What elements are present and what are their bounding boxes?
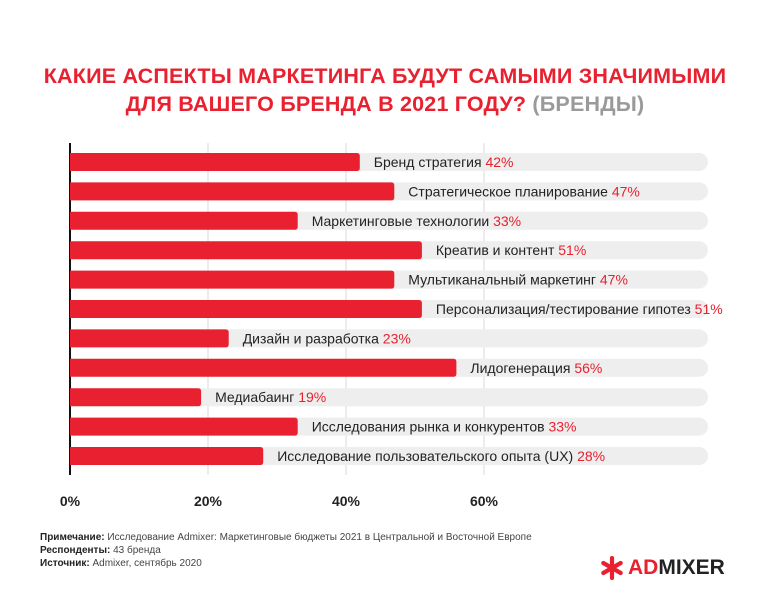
bar [70,358,457,377]
bar-value-label: 33% [548,419,576,435]
bar-track [70,388,708,407]
bar-label: Мультиканальный маркетинг 47% [408,272,628,288]
chart-title-main: ДЛЯ ВАШЕГО БРЕНДА В 2021 ГОДУ? [125,92,527,116]
bar-value-label: 23% [383,330,411,346]
bar-label: Бренд стратегия 42% [374,154,514,170]
bar-value-label: 47% [600,272,628,288]
bar [70,388,202,407]
note-source: Источник: Admixer, сентябрь 2020 [40,558,202,569]
bar-category-label: Бренд стратегия [374,154,486,170]
bar-category-label: Стратегическое планирование [408,183,612,199]
bar [70,241,422,260]
bar-label: Креатив и контент 51% [436,242,586,258]
bar-label: Дизайн и разработка 23% [243,330,411,346]
chart-title: КАКИЕ АСПЕКТЫ МАРКЕТИНГА БУДУТ САМЫМИ ЗН… [0,62,770,118]
bar [70,182,395,201]
bar-label: Стратегическое планирование 47% [408,183,640,199]
footnotes: Примечание: Исследование Admixer: Маркет… [40,531,532,570]
x-tick-label-40: 40% [332,493,361,509]
bar [70,300,422,318]
note-respondents: Респонденты: 43 бренда [40,545,161,556]
bar-labels: Бренд стратегия 42% Стратегическое планир… [215,154,723,464]
bar-label: Персонализация/тестирование гипотез 51% [436,301,723,317]
bar-label: Лидогенерация 56% [470,360,602,376]
bar [70,447,264,465]
bar [70,329,229,348]
bar [70,417,298,436]
bar-label: Исследования рынка и конкурентов 33% [312,419,577,435]
bar-category-label: Мультиканальный маркетинг [408,272,600,288]
bar-category-label: Лидогенерация [470,360,574,376]
x-tick-label-0: 0% [60,493,81,509]
note-methodology: Примечание: Исследование Admixer: Маркет… [40,532,532,543]
x-axis-ticks: 0% 20% 40% 60% [60,493,499,509]
bar-label: Маркетинговые технологии 33% [312,213,521,229]
bar-value-label: 28% [577,448,605,464]
bar-category-label: Медиабаинг [215,389,298,405]
chart-title-line-2: ДЛЯ ВАШЕГО БРЕНДА В 2021 ГОДУ? (БРЕНДЫ) [0,90,770,118]
bar-value-label: 47% [612,183,640,199]
bar-category-label: Дизайн и разработка [243,330,383,346]
bar-value-label: 51% [695,301,723,317]
bar-value-label: 56% [574,360,602,376]
bar-category-label: Исследования рынка и конкурентов [312,419,549,435]
bar-track [70,329,708,348]
logo-text-mixer: MIXER [658,556,725,579]
x-tick-label-20: 20% [194,493,223,509]
asterisk-icon [601,556,623,580]
bar-category-label: Исследование пользовательского опыта (UX… [277,448,577,464]
bars [70,153,457,465]
chart-title-suffix: (БРЕНДЫ) [532,92,645,116]
bar-value-label: 19% [298,389,326,405]
bar-category-label: Креатив и контент [436,242,558,258]
bar [70,270,395,289]
bar-category-label: Маркетинговые технологии [312,213,493,229]
logo-text-ad: AD [628,556,659,579]
bar-category-label: Персонализация/тестирование гипотез [436,301,695,317]
bar-label: Медиабаинг 19% [215,389,326,405]
bar-label: Исследование пользовательского опыта (UX… [277,448,605,464]
bar [70,153,360,171]
bar-value-label: 33% [493,213,521,229]
admixer-logo: AD MIXER [600,548,725,588]
bar-value-label: 42% [485,154,513,170]
chart-title-line-1: КАКИЕ АСПЕКТЫ МАРКЕТИНГА БУДУТ САМЫМИ ЗН… [43,64,727,88]
bar-chart: Бренд стратегия 42% Стратегическое планир… [60,143,723,509]
bar [70,211,298,230]
x-tick-label-60: 60% [470,493,499,509]
bar-value-label: 51% [558,242,586,258]
